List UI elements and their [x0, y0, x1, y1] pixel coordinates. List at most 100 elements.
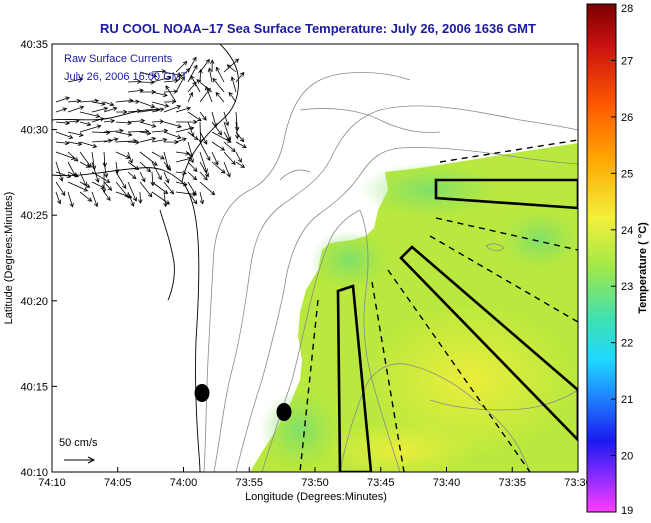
- current-vector-arrow: [199, 171, 208, 181]
- current-vector-arrow: [115, 171, 127, 190]
- current-vector-arrow: [175, 181, 188, 187]
- current-vector-arrow: [187, 64, 198, 83]
- current-vector-arrow: [91, 161, 100, 183]
- x-tick-label: 73:55: [235, 477, 263, 489]
- current-vector-arrow: [190, 74, 201, 93]
- current-vector-arrow: [91, 101, 106, 106]
- current-vector-arrow: [187, 191, 198, 205]
- current-vector-arrow: [205, 85, 213, 103]
- current-vector-arrow: [187, 171, 198, 181]
- current-vector-arrow: [139, 101, 156, 109]
- current-vector-arrow: [79, 181, 91, 188]
- current-vector-arrow: [151, 101, 170, 108]
- current-vector-arrow: [103, 161, 109, 179]
- x-tick-label: 73:45: [367, 477, 395, 489]
- current-vector-arrow: [115, 181, 129, 199]
- current-vector-arrow: [175, 156, 193, 163]
- current-vector-arrow: [228, 91, 237, 103]
- current-vector-arrow: [235, 131, 245, 143]
- x-axis-label: Longitude (Degrees:Minutes): [245, 491, 387, 503]
- current-vector-arrow: [55, 161, 64, 182]
- current-vector-arrow: [163, 139, 179, 145]
- current-vector-arrow: [103, 101, 115, 107]
- current-vector-arrow: [127, 181, 137, 202]
- sst-cool-patch-east: [500, 210, 578, 270]
- x-tick-label: 74:05: [104, 477, 132, 489]
- surface-current-vectors: [55, 56, 247, 208]
- current-vector-arrow: [175, 60, 188, 73]
- current-vector-arrow: [163, 161, 172, 171]
- current-vector-arrow: [127, 79, 142, 84]
- current-vector-arrow: [235, 141, 247, 148]
- current-vector-arrow: [175, 126, 195, 133]
- current-vector-arrow: [79, 111, 101, 119]
- current-vector-arrow: [215, 66, 225, 83]
- current-vector-arrow: [67, 105, 85, 113]
- current-vector-arrow: [151, 161, 162, 181]
- current-vector-arrow: [55, 131, 74, 139]
- current-vector-arrow: [79, 191, 93, 202]
- current-vector-arrow: [91, 181, 106, 189]
- colorbar-label: Temperature ( °C): [637, 222, 649, 314]
- current-vector-arrow: [55, 140, 70, 146]
- y-axis-label: Latitude (Degrees:Minutes): [3, 192, 15, 325]
- transect-box-south: [336, 284, 373, 472]
- colorbar: [586, 3, 617, 513]
- current-vector-arrow: [91, 117, 105, 123]
- current-vector-arrow: [175, 67, 191, 83]
- current-vector-arrow: [139, 181, 153, 198]
- current-vector-arrow: [103, 106, 118, 113]
- current-vector-arrow: [151, 76, 172, 83]
- colorbar-ticks: 28 27 26 25 24 23 22 21 20 19: [611, 3, 633, 517]
- current-vector-arrow: [187, 161, 198, 173]
- x-tick-label: 73:30: [564, 477, 592, 489]
- currents-legend-line1: Raw Surface Currents: [64, 53, 173, 65]
- current-vector-arrow: [139, 121, 157, 128]
- scale-bar-arrow: [64, 456, 96, 464]
- current-vector-arrow: [175, 75, 185, 93]
- current-vector-arrow: [67, 131, 84, 137]
- current-vector-arrow: [235, 71, 245, 83]
- current-vector-arrow: [139, 151, 158, 166]
- current-vector-arrow: [67, 181, 89, 192]
- current-vector-arrow: [79, 121, 92, 127]
- current-vector-arrow: [91, 171, 111, 183]
- current-vector-arrow: [127, 108, 142, 114]
- current-vector-arrow: [115, 191, 133, 199]
- y-tick-label: 40:25: [20, 210, 48, 222]
- colorbar-tick-label: 21: [621, 394, 633, 406]
- current-vector-arrow: [199, 131, 208, 145]
- current-vector-arrow: [67, 98, 82, 104]
- colorbar-tick-label: 19: [621, 505, 633, 517]
- buoy-marker-east: [276, 403, 292, 421]
- current-vector-arrow: [139, 130, 152, 136]
- map-title: RU COOL NOAA–17 Sea Surface Temperature:…: [100, 21, 536, 36]
- current-vector-arrow: [127, 129, 150, 134]
- current-vector-arrow: [115, 151, 131, 159]
- current-vector-arrow: [139, 171, 146, 183]
- current-vector-arrow: [151, 107, 165, 113]
- colorbar-tick-label: 23: [621, 281, 633, 293]
- sst-cool-patch-north: [360, 162, 500, 218]
- current-vector-arrow: [187, 131, 199, 141]
- current-vector-arrow: [226, 64, 237, 73]
- currents-legend-line2: July 26, 2006 16:00 GMT: [64, 71, 188, 83]
- current-vector-arrow: [211, 141, 226, 151]
- current-vector-arrow: [139, 80, 155, 85]
- current-vector-arrow: [211, 151, 219, 166]
- current-vector-arrow: [175, 106, 191, 113]
- current-vector-arrow: [199, 161, 209, 178]
- colorbar-tick-label: 28: [621, 3, 633, 15]
- current-vector-arrow: [187, 151, 194, 164]
- current-vector-arrow: [215, 91, 225, 103]
- colorbar-tick-label: 27: [621, 55, 633, 67]
- current-vector-arrow: [103, 181, 113, 191]
- current-vector-arrow: [163, 89, 179, 94]
- colorbar-tick-label: 26: [621, 112, 633, 124]
- current-vector-arrow: [175, 170, 187, 176]
- current-vector-arrow: [163, 131, 182, 140]
- current-vector-arrow: [175, 137, 187, 143]
- current-vector-arrow: [55, 96, 70, 103]
- current-vector-arrow: [199, 87, 211, 103]
